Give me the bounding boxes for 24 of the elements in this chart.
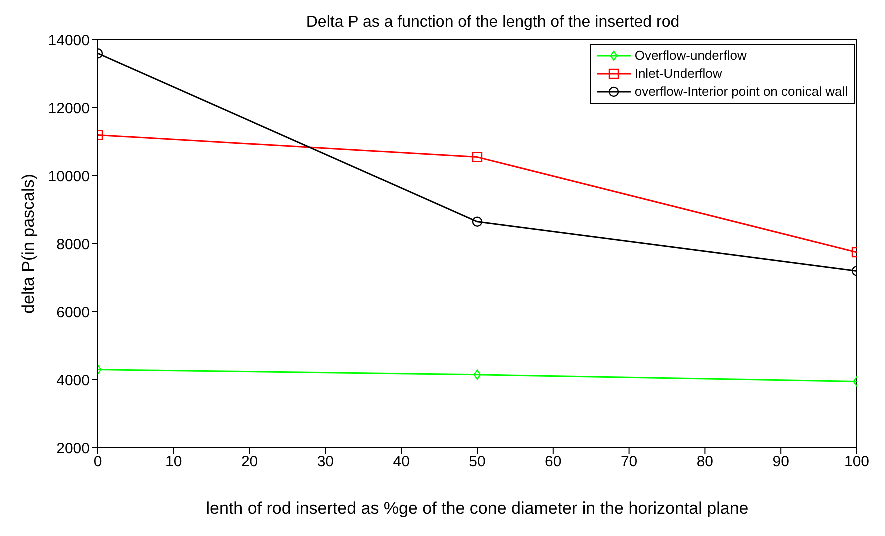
chart-title: Delta P as a function of the length of the inserted rod (305, 14, 681, 32)
x-tick-label: 100 (844, 454, 870, 471)
x-tick-label: 80 (696, 454, 714, 471)
x-axis-title: lenth of rod inserted as %ge of the cone diameter in the horizontal plane (206, 499, 749, 518)
x-tick-label: 10 (166, 454, 182, 471)
y-axis-title: delta P(in pascals) (19, 174, 38, 314)
x-tick-label: 60 (545, 454, 562, 471)
x-tick-label: 30 (317, 454, 334, 471)
x-tick-label: 40 (393, 454, 410, 471)
y-tick-label: 6000 (56, 304, 90, 322)
y-tick-label: 14000 (48, 32, 90, 50)
y-tick-label: 2000 (56, 440, 90, 458)
y-tick-label: 4000 (56, 372, 90, 390)
x-tick-label: 20 (241, 454, 258, 471)
x-tick-label: 50 (469, 454, 486, 471)
x-tick-label: 70 (620, 454, 638, 471)
y-tick-label: 12000 (48, 100, 90, 118)
y-tick-label: 10000 (48, 168, 90, 186)
legend-label: Overflow-underflow (634, 47, 747, 65)
legend-label: overflow-Interior point on conical wall (634, 83, 848, 101)
legend-label: Inlet-Underflow (634, 65, 722, 83)
x-tick-label: 0 (94, 454, 102, 471)
y-tick-label: 8000 (56, 236, 90, 254)
x-tick-label: 90 (772, 454, 790, 471)
